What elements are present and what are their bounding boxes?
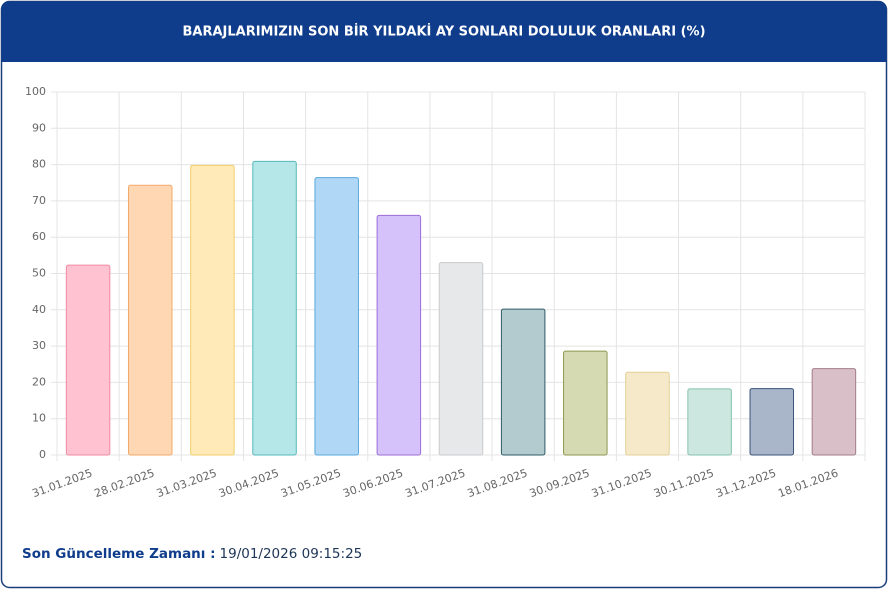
y-tick-label: 80 (32, 158, 46, 171)
y-tick-label: 50 (32, 267, 46, 280)
y-tick-label: 0 (39, 448, 46, 461)
y-tick-label: 40 (32, 303, 46, 316)
bar (65, 264, 111, 456)
bar (190, 164, 235, 456)
y-tick-label: 30 (32, 339, 46, 352)
chart-title: BARAJLARIMIZIN SON BİR YILDAKİ AY SONLAR… (182, 24, 705, 40)
y-tick-label: 20 (32, 375, 46, 388)
footer-label: Son Güncelleme Zamanı : (22, 546, 216, 562)
y-tick-label: 70 (32, 194, 46, 207)
y-tick-label: 60 (32, 230, 46, 243)
bar (687, 388, 732, 456)
bar (376, 214, 422, 456)
footer: Son Güncelleme Zamanı :19/01/2026 09:15:… (22, 546, 362, 562)
bar (625, 371, 670, 456)
bar (500, 308, 546, 456)
plot-area: 010203040506070809010031.01.202528.02.20… (25, 85, 866, 500)
bar (127, 184, 173, 456)
y-tick-label: 100 (25, 85, 46, 98)
bar (563, 350, 608, 456)
bar (811, 368, 857, 456)
bar (749, 388, 795, 456)
y-tick-label: 10 (32, 412, 46, 425)
footer-value: 19/01/2026 09:15:25 (220, 546, 363, 562)
bar (252, 160, 297, 456)
bar (314, 177, 359, 456)
card-header (1, 1, 887, 62)
bar (438, 262, 484, 456)
y-tick-label: 90 (32, 121, 46, 134)
